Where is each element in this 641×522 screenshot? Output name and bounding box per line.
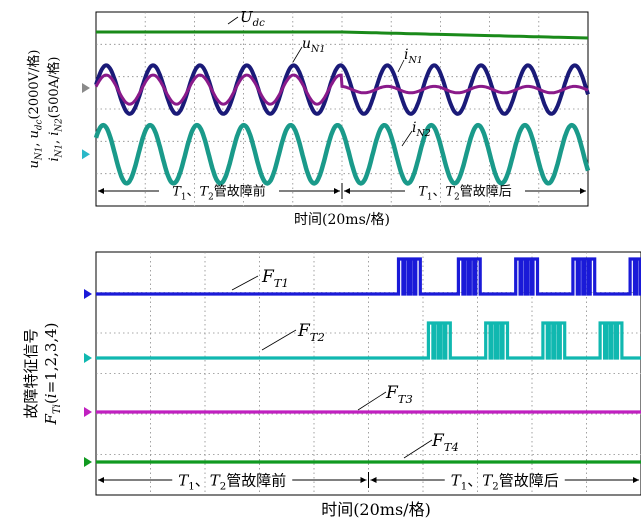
annot-ft3-leader [357, 391, 387, 411]
bottom-arrowhead [370, 477, 377, 483]
bottom-arrowhead [633, 477, 639, 483]
top-arrowhead [98, 188, 104, 194]
annot-ft4-label: FT4 [431, 431, 459, 454]
top-phase-after-label: T1、T2管故障后 [418, 185, 512, 203]
bottom-xlabel: 时间(20ms/格) [321, 500, 431, 519]
top-ylabel-line1: uN1, udc(2000V/格) [26, 50, 45, 169]
top-xlabel: 时间(20ms/格) [294, 212, 390, 228]
bottom-ylabel-line1: 故障特征信号 [22, 328, 40, 418]
annot-ft1-label: FT1 [261, 267, 289, 290]
annot-ft2-label: FT2 [297, 321, 325, 344]
series-iN1-line [94, 73, 589, 106]
top-arrowhead [344, 188, 350, 194]
series-uN1-line [94, 63, 590, 116]
channel-ft1-marker-icon [84, 289, 92, 299]
annot-iN1-leader [397, 59, 405, 73]
bottom-phase-after-label: T1、T2管故障后 [451, 471, 559, 492]
channel2-marker-icon [82, 149, 90, 160]
channel-ft3-marker-icon [84, 407, 92, 417]
annot-iN1-label: iN1 [404, 47, 423, 66]
channel-ft2-marker-icon [84, 353, 92, 363]
top-arrowhead [580, 188, 586, 194]
series-udc-line [96, 30, 589, 40]
channel1-marker-icon [82, 82, 90, 93]
top-phase-before-label: T1、T2管故障前 [172, 184, 266, 203]
annot-ft4-leader [403, 439, 433, 459]
bottom-arrowhead [98, 477, 104, 483]
series-ft2-signal [96, 321, 641, 360]
annot-uN1-leader [292, 46, 303, 63]
top-ylabel-line2: iN1, iN2(500A/格) [46, 56, 65, 161]
annot-uN1-label: uN1 [302, 36, 325, 55]
annot-ft2-leader [261, 329, 297, 351]
annot-iN2-leader [401, 130, 413, 147]
annot-iN2-label: iN2 [412, 120, 431, 139]
annot-udc-leader [227, 16, 239, 25]
series-iN2-line [93, 122, 591, 186]
bottom-ylabel-line2: FTi(i=1,2,3,4) [42, 322, 63, 425]
annot-ft1-leader [231, 275, 259, 291]
bottom-phase-before-label: T1、T2管故障前 [178, 471, 286, 492]
annot-ft3-label: FT3 [385, 383, 413, 406]
top-arrowhead [334, 188, 340, 194]
channel-ft4-marker-icon [84, 457, 92, 467]
bottom-arrowhead [360, 477, 367, 483]
top-panel: Udc uN1 iN1 iN2 uN1, udc(2000V/格)iN1, iN2(50… [26, 8, 591, 228]
annot-udc-label: Udc [240, 8, 265, 29]
series-ft1-signal [96, 257, 641, 296]
